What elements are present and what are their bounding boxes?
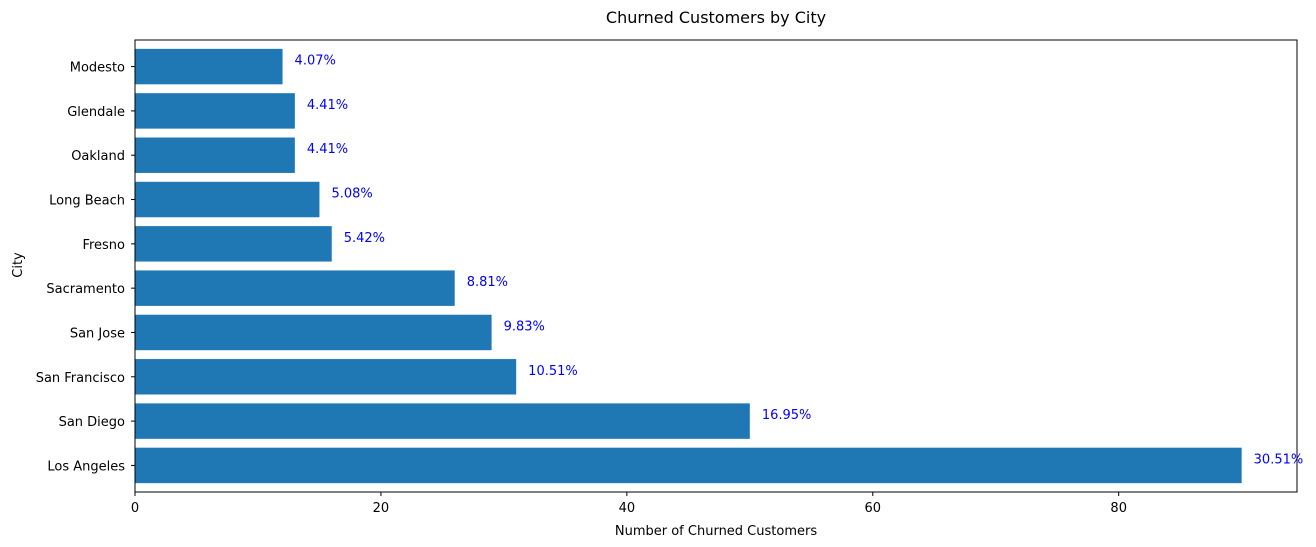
data-label-long-beach: 5.08% <box>331 187 372 202</box>
data-label-san-diego: 16.95% <box>762 408 812 423</box>
bar-fresno <box>135 226 332 262</box>
data-label-oakland: 4.41% <box>307 142 348 157</box>
y-tick-label-san-jose: San Jose <box>70 326 125 341</box>
plot-frame <box>134 39 1298 493</box>
data-label-modesto: 4.07% <box>295 54 336 69</box>
data-label-fresno: 5.42% <box>344 231 385 246</box>
data-label-san-francisco: 10.51% <box>528 364 578 379</box>
y-tick-label-modesto: Modesto <box>70 61 125 76</box>
data-label-sacramento: 8.81% <box>467 275 508 290</box>
y-tick-label-sacramento: Sacramento <box>46 282 125 297</box>
bar-glendale <box>135 93 295 129</box>
bar-san-francisco <box>135 359 517 395</box>
x-axis-label: Number of Churned Customers <box>615 524 817 539</box>
y-tick-label-oakland: Oakland <box>71 149 125 164</box>
y-tick-label-glendale: Glendale <box>67 105 125 120</box>
x-axis-ticks: 0 20 40 60 80 <box>131 492 1127 516</box>
bar-los-angeles <box>135 447 1242 484</box>
x-tick-label-40: 40 <box>619 501 636 516</box>
x-tick-label-0: 0 <box>131 501 139 516</box>
bar-sacramento <box>135 270 455 306</box>
x-tick-label-20: 20 <box>373 501 390 516</box>
bar-long-beach <box>135 181 320 218</box>
y-tick-label-san-diego: San Diego <box>59 415 125 430</box>
data-labels-group: 30.51% 16.95% 10.51% 9.83% 8.81% 5.42% 5.08% 4.… <box>295 54 1304 468</box>
bar-san-diego <box>135 403 750 439</box>
y-tick-label-fresno: Fresno <box>82 238 125 253</box>
x-tick-label-60: 60 <box>865 501 882 516</box>
y-tick-label-los-angeles: Los Angeles <box>47 459 125 474</box>
data-label-glendale: 4.41% <box>307 98 348 113</box>
data-label-los-angeles: 30.51% <box>1254 452 1304 467</box>
y-tick-label-long-beach: Long Beach <box>49 194 125 209</box>
bar-modesto <box>135 48 283 85</box>
y-axis-label: City <box>11 252 26 278</box>
chart-title: Churned Customers by City <box>606 8 826 27</box>
y-axis-ticks: Los Angeles San Diego San Francisco San Jos… <box>36 61 135 474</box>
bars-group <box>135 48 1242 484</box>
y-tick-label-san-francisco: San Francisco <box>36 371 125 386</box>
bar-san-jose <box>135 314 492 351</box>
bar-oakland <box>135 137 295 173</box>
data-label-san-jose: 9.83% <box>504 319 545 334</box>
x-tick-label-80: 80 <box>1110 501 1127 516</box>
